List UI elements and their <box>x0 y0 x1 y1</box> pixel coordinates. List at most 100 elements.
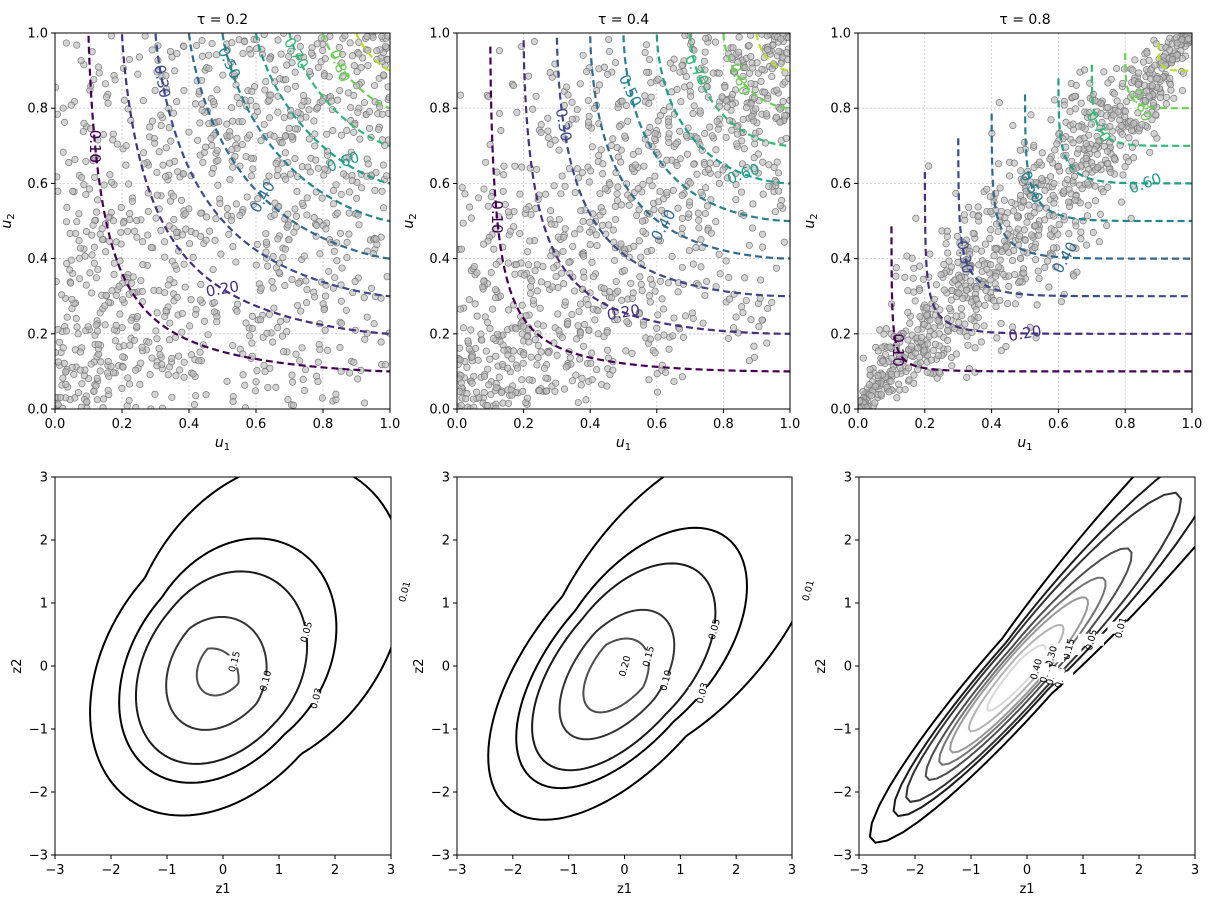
data-point <box>269 338 277 346</box>
data-point <box>508 391 516 399</box>
data-point <box>300 97 308 105</box>
y-tick-label: 1 <box>844 597 852 612</box>
data-point <box>343 238 351 246</box>
data-point <box>668 252 676 261</box>
data-point <box>595 65 603 73</box>
data-point <box>383 273 390 281</box>
data-point <box>312 221 321 229</box>
data-point <box>552 272 560 281</box>
data-point <box>674 288 682 296</box>
data-point <box>260 361 268 369</box>
data-point <box>940 286 948 294</box>
data-point <box>747 100 755 108</box>
data-point <box>576 80 584 88</box>
data-point <box>996 296 1004 305</box>
data-point <box>733 140 741 148</box>
y-tick-label: 0.6 <box>429 177 450 192</box>
data-point <box>635 237 643 245</box>
data-point <box>66 266 74 274</box>
data-point <box>499 187 507 195</box>
data-point <box>583 67 591 76</box>
data-point <box>111 76 119 84</box>
data-point <box>635 206 643 214</box>
data-point <box>520 271 528 279</box>
data-point <box>995 263 1003 271</box>
data-point <box>513 364 522 372</box>
data-point <box>588 258 596 266</box>
data-point <box>104 357 112 365</box>
data-point <box>94 63 103 71</box>
contour-label-bg <box>611 660 638 672</box>
data-point <box>102 248 110 256</box>
y-tick-label: 0.8 <box>830 102 851 117</box>
scatter-points <box>457 33 790 409</box>
data-point <box>740 145 748 153</box>
data-point <box>519 387 527 395</box>
data-point <box>603 346 611 354</box>
data-point <box>920 346 928 354</box>
data-point <box>233 144 241 152</box>
data-point <box>469 395 478 403</box>
data-point <box>645 292 653 300</box>
data-point <box>651 349 659 357</box>
x-tick-label: 0.8 <box>713 417 734 432</box>
data-point <box>764 304 772 313</box>
data-point <box>735 48 743 56</box>
data-point <box>122 142 130 150</box>
data-point <box>151 390 159 398</box>
data-point <box>996 184 1004 192</box>
x-tick-label: 0.2 <box>914 417 935 432</box>
contour-label: 0.20 <box>617 655 633 678</box>
x-tick-label: −2 <box>503 863 522 878</box>
data-point <box>778 53 787 61</box>
data-point <box>480 240 488 248</box>
contour-label: 0.10 <box>258 669 274 692</box>
panel-bottom-middle: 0.010.030.050.100.150.20−3 −2 −1 0 1 2 3−3−2−1… <box>412 471 821 897</box>
data-point <box>113 140 121 148</box>
data-point <box>480 389 488 397</box>
data-point <box>363 313 371 321</box>
data-point <box>1013 212 1021 220</box>
data-point <box>311 142 319 150</box>
data-point <box>323 130 331 138</box>
data-point <box>249 165 257 173</box>
data-point <box>573 165 581 173</box>
data-point <box>972 285 980 293</box>
data-point <box>198 106 206 114</box>
data-point <box>885 388 893 396</box>
data-point <box>1123 97 1131 106</box>
data-point <box>117 228 125 236</box>
data-point <box>750 154 758 162</box>
data-point <box>270 132 278 140</box>
contour-label-bg <box>221 655 248 668</box>
data-point <box>564 91 572 99</box>
data-point <box>151 86 159 94</box>
x-tick-label: 0.4 <box>580 417 601 432</box>
data-point <box>180 260 188 268</box>
data-point <box>1017 167 1025 175</box>
data-point <box>712 218 720 226</box>
data-point <box>345 188 354 196</box>
contour-line-0.10 <box>890 226 1192 373</box>
data-point <box>707 229 715 237</box>
data-point <box>364 61 372 70</box>
contour-label: 0.05 <box>707 618 723 641</box>
data-point <box>1148 82 1156 90</box>
data-point <box>701 129 709 138</box>
data-point <box>57 393 65 402</box>
data-point <box>473 269 481 277</box>
data-point <box>1071 92 1079 100</box>
data-point <box>983 265 991 273</box>
data-point <box>197 280 205 288</box>
data-point <box>552 379 560 387</box>
x-axis-label: u1 <box>215 435 230 453</box>
y-axis-label: z2 <box>814 658 829 673</box>
data-point <box>1041 216 1049 224</box>
data-point <box>260 33 268 39</box>
data-point <box>168 393 176 401</box>
data-point <box>76 366 84 374</box>
data-point <box>525 376 533 384</box>
data-point <box>749 200 757 208</box>
data-point <box>473 312 481 320</box>
